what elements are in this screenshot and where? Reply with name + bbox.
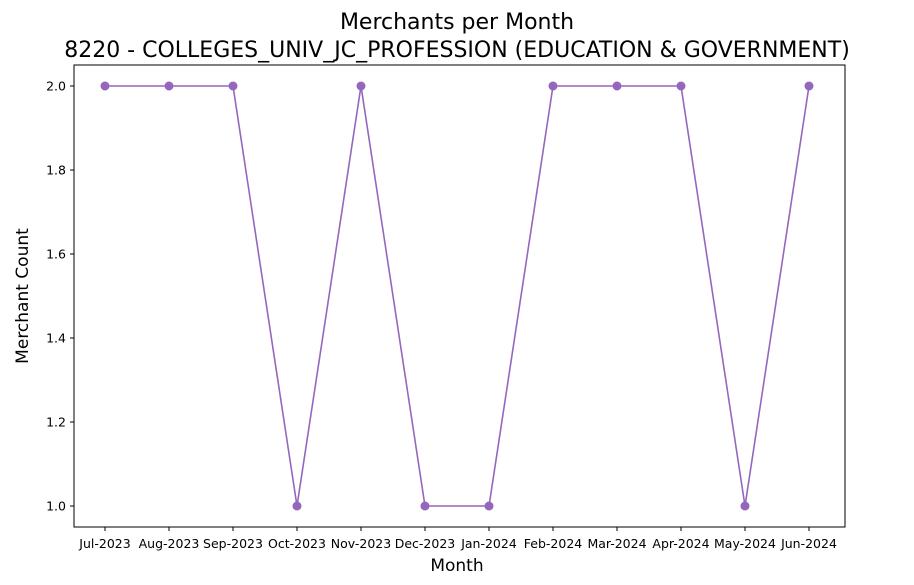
data-point: [548, 81, 558, 91]
x-tick-label: May-2024: [714, 536, 776, 551]
data-point: [740, 501, 750, 511]
x-tick-label: Feb-2024: [524, 536, 583, 551]
data-point: [228, 81, 238, 91]
y-tick-label: 2.0: [46, 79, 66, 94]
plot-area: 1.0 1.2 1.4 1.6 1.8 2.0 Jul-2023 Aug-2023 Sep-20…: [46, 64, 846, 551]
data-point: [100, 81, 110, 91]
series-line: [105, 85, 810, 507]
y-tick-label: 1.4: [46, 331, 66, 346]
data-point: [356, 81, 366, 91]
y-tick-label: 1.0: [46, 499, 66, 514]
x-tick-label: Sep-2023: [203, 536, 263, 551]
plot-frame: [73, 64, 846, 528]
x-axis-label: Month: [430, 556, 483, 576]
chart-title: Merchants per Month: [340, 10, 574, 35]
x-tick-label: Dec-2023: [395, 536, 456, 551]
data-point: [292, 501, 302, 511]
x-tick-label: Jul-2023: [78, 536, 130, 551]
data-point: [676, 81, 686, 91]
x-tick-label: Apr-2024: [652, 536, 709, 551]
y-tick-label: 1.8: [46, 163, 66, 178]
x-tick-label: Aug-2023: [139, 536, 200, 551]
x-tick-label: Nov-2023: [331, 536, 391, 551]
x-tick-label: Jan-2024: [460, 536, 517, 551]
x-tick-label: Oct-2023: [268, 536, 326, 551]
x-tick-label: Jun-2024: [780, 536, 837, 551]
data-point: [164, 81, 174, 91]
chart-subtitle: 8220 - COLLEGES_UNIV_JC_PROFESSION (EDUC…: [64, 38, 850, 63]
data-point: [420, 501, 430, 511]
data-point: [804, 81, 814, 91]
y-tick-label: 1.2: [46, 415, 66, 430]
x-tick-label: Mar-2024: [587, 536, 646, 551]
data-point: [612, 81, 622, 91]
data-point: [484, 501, 494, 511]
y-tick-label: 1.6: [46, 247, 66, 262]
y-axis-label: Merchant Count: [13, 228, 33, 364]
